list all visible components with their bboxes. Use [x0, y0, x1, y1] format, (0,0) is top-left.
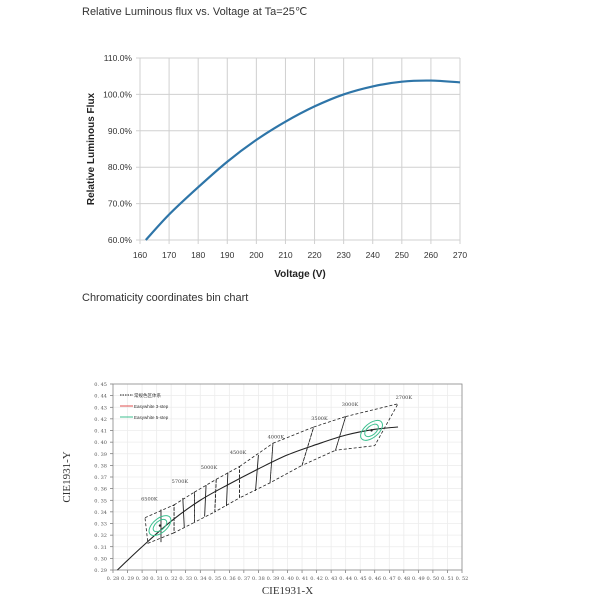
x-tick-label: 0. 32 — [165, 576, 178, 582]
y-tick-label: 90.0% — [108, 126, 133, 136]
x-tick-label: 0. 29 — [121, 576, 134, 582]
y-tick-label: 0. 38 — [94, 463, 107, 469]
x-tick-label: 0. 45 — [354, 576, 367, 582]
x-tick-label: 270 — [453, 250, 467, 260]
x-tick-label: 0. 30 — [136, 576, 149, 582]
x-tick-label: 0. 43 — [325, 576, 338, 582]
macadam-ellipse — [148, 515, 172, 537]
y-tick-label: 70.0% — [108, 199, 133, 209]
legend-entry: Easywhite 3-step — [134, 404, 169, 409]
x-tick-label: 240 — [366, 250, 380, 260]
x-tick-label: 190 — [220, 250, 234, 260]
flux-chart-title: Relative Luminous flux vs. Voltage at Ta… — [82, 6, 308, 18]
x-tick-label: 0. 52 — [456, 576, 469, 582]
y-tick-label: 0. 44 — [94, 394, 107, 400]
x-tick-label: 0. 33 — [179, 576, 192, 582]
y-tick-label: 110.0% — [104, 53, 133, 63]
x-tick-label: 0. 49 — [412, 576, 425, 582]
x-tick-label: 0. 40 — [281, 576, 294, 582]
x-tick-label: 0. 31 — [150, 576, 163, 582]
x-tick-label: 170 — [162, 250, 176, 260]
x-tick-label: 0. 38 — [252, 576, 265, 582]
x-axis-label: CIE1931-X — [262, 585, 313, 597]
planckian-locus — [116, 426, 399, 571]
macadam-ellipse — [360, 419, 383, 441]
cct-label: 6500K — [141, 496, 158, 502]
x-tick-label: 0. 47 — [383, 576, 396, 582]
y-tick-label: 0. 36 — [94, 487, 107, 493]
y-tick-label: 0. 33 — [94, 522, 107, 528]
x-tick-label: 160 — [133, 250, 147, 260]
y-tick-label: 0. 39 — [94, 452, 107, 458]
plot-frame — [112, 383, 463, 571]
x-tick-label: 0. 34 — [194, 576, 207, 582]
chromaticity-grid — [110, 383, 463, 573]
y-tick-label: 0. 32 — [94, 533, 107, 539]
chromaticity-chart-title: Chromaticity coordinates bin chart — [82, 292, 249, 304]
x-tick-label: 0. 37 — [238, 576, 251, 582]
x-tick-label: 0. 41 — [296, 576, 309, 582]
legend-entry: 常规色区体系 — [134, 392, 161, 399]
y-axis-label: CIE1931-Y — [61, 451, 73, 502]
y-tick-label: 0. 34 — [94, 510, 107, 516]
legend-entry: Easywhite 5-step — [134, 415, 169, 420]
y-tick-label: 0. 42 — [94, 417, 107, 423]
x-tick-label: 0. 36 — [223, 576, 236, 582]
cct-label: 4500K — [230, 450, 247, 456]
x-tick-label: 0. 44 — [339, 576, 352, 582]
y-tick-label: 100.0% — [103, 89, 132, 99]
legend: 常规色区体系 Easywhite 3-step Easywhite 5-step — [120, 392, 169, 420]
x-tick-label: 180 — [191, 250, 205, 260]
y-tick-label: 0. 35 — [94, 498, 107, 504]
cct-label: 2700K — [396, 395, 413, 401]
x-tick-label: 250 — [395, 250, 409, 260]
x-tick-label: 0. 51 — [441, 576, 454, 582]
x-axis-label: Voltage (V) — [274, 269, 325, 280]
y-tick-label: 0. 45 — [94, 382, 107, 388]
x-tick-label: 0. 50 — [427, 576, 440, 582]
cct-label: 3500K — [311, 416, 328, 422]
y-tick-label: 0. 40 — [94, 440, 107, 446]
x-tick-label: 260 — [424, 250, 438, 260]
x-tick-label: 0. 42 — [310, 576, 323, 582]
y-tick-label: 0. 41 — [94, 429, 107, 435]
flux-curve — [145, 79, 461, 241]
x-tick-label: 0. 39 — [267, 576, 280, 582]
x-tick-label: 0. 46 — [368, 576, 381, 582]
x-tick-label: 200 — [249, 250, 263, 260]
x-tick-label: 0. 35 — [208, 576, 221, 582]
y-tick-label: 0. 29 — [94, 568, 107, 574]
x-tick-label: 220 — [307, 250, 321, 260]
x-tick-label: 230 — [337, 250, 351, 260]
y-tick-label: 0. 43 — [94, 405, 107, 411]
flux-voltage-chart: 160 170 180 190 200 210 220 230 240 250 260 270 60.0… — [86, 53, 467, 280]
y-tick-label: 0. 30 — [94, 556, 107, 562]
y-tick-label: 0. 37 — [94, 475, 107, 481]
x-tick-label: 0. 28 — [107, 576, 120, 582]
x-tick-label: 0. 48 — [397, 576, 410, 582]
y-tick-label: 0. 31 — [94, 545, 107, 551]
y-tick-label: 60.0% — [108, 235, 133, 245]
x-tick-label: 210 — [278, 250, 292, 260]
y-axis-label: Relative Luminous Flux — [86, 92, 97, 205]
y-tick-label: 80.0% — [108, 162, 133, 172]
cct-label: 5000K — [201, 465, 218, 471]
cct-label: 4000K — [268, 435, 285, 441]
cct-label: 5700K — [172, 479, 189, 485]
cct-label: 3000K — [342, 402, 359, 408]
